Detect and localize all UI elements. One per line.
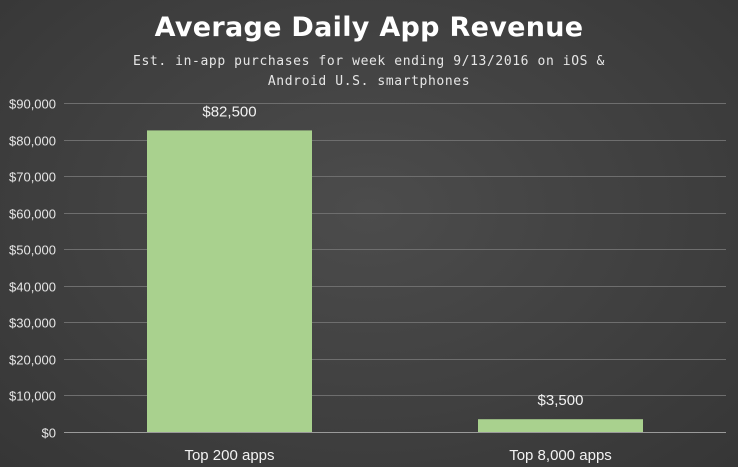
y-tick-label: $60,000 [9,207,56,222]
chart-subtitle: Est. in-app purchases for week ending 9/… [133,54,605,89]
x-tick-label: Top 200 apps [184,447,274,464]
y-tick-label: $20,000 [9,353,56,368]
bar [478,419,643,432]
y-tick-label: $50,000 [9,243,56,258]
y-tick-label: $0 [42,426,56,441]
y-tick-label: $80,000 [9,134,56,149]
chart-title: Average Daily App Revenue [154,12,584,43]
data-label: $3,500 [538,392,584,409]
y-tick-label: $10,000 [9,389,56,404]
y-tick-label: $70,000 [9,170,56,185]
y-tick-label: $90,000 [9,97,56,112]
data-label: $82,500 [202,103,256,120]
y-tick-label: $30,000 [9,316,56,331]
y-tick-label: $40,000 [9,280,56,295]
bar [147,130,312,432]
x-tick-label: Top 8,000 apps [509,447,612,464]
